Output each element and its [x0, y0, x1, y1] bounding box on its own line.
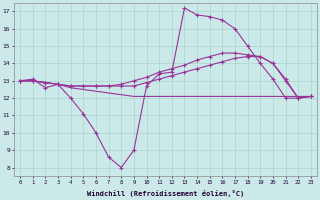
- X-axis label: Windchill (Refroidissement éolien,°C): Windchill (Refroidissement éolien,°C): [87, 190, 244, 197]
